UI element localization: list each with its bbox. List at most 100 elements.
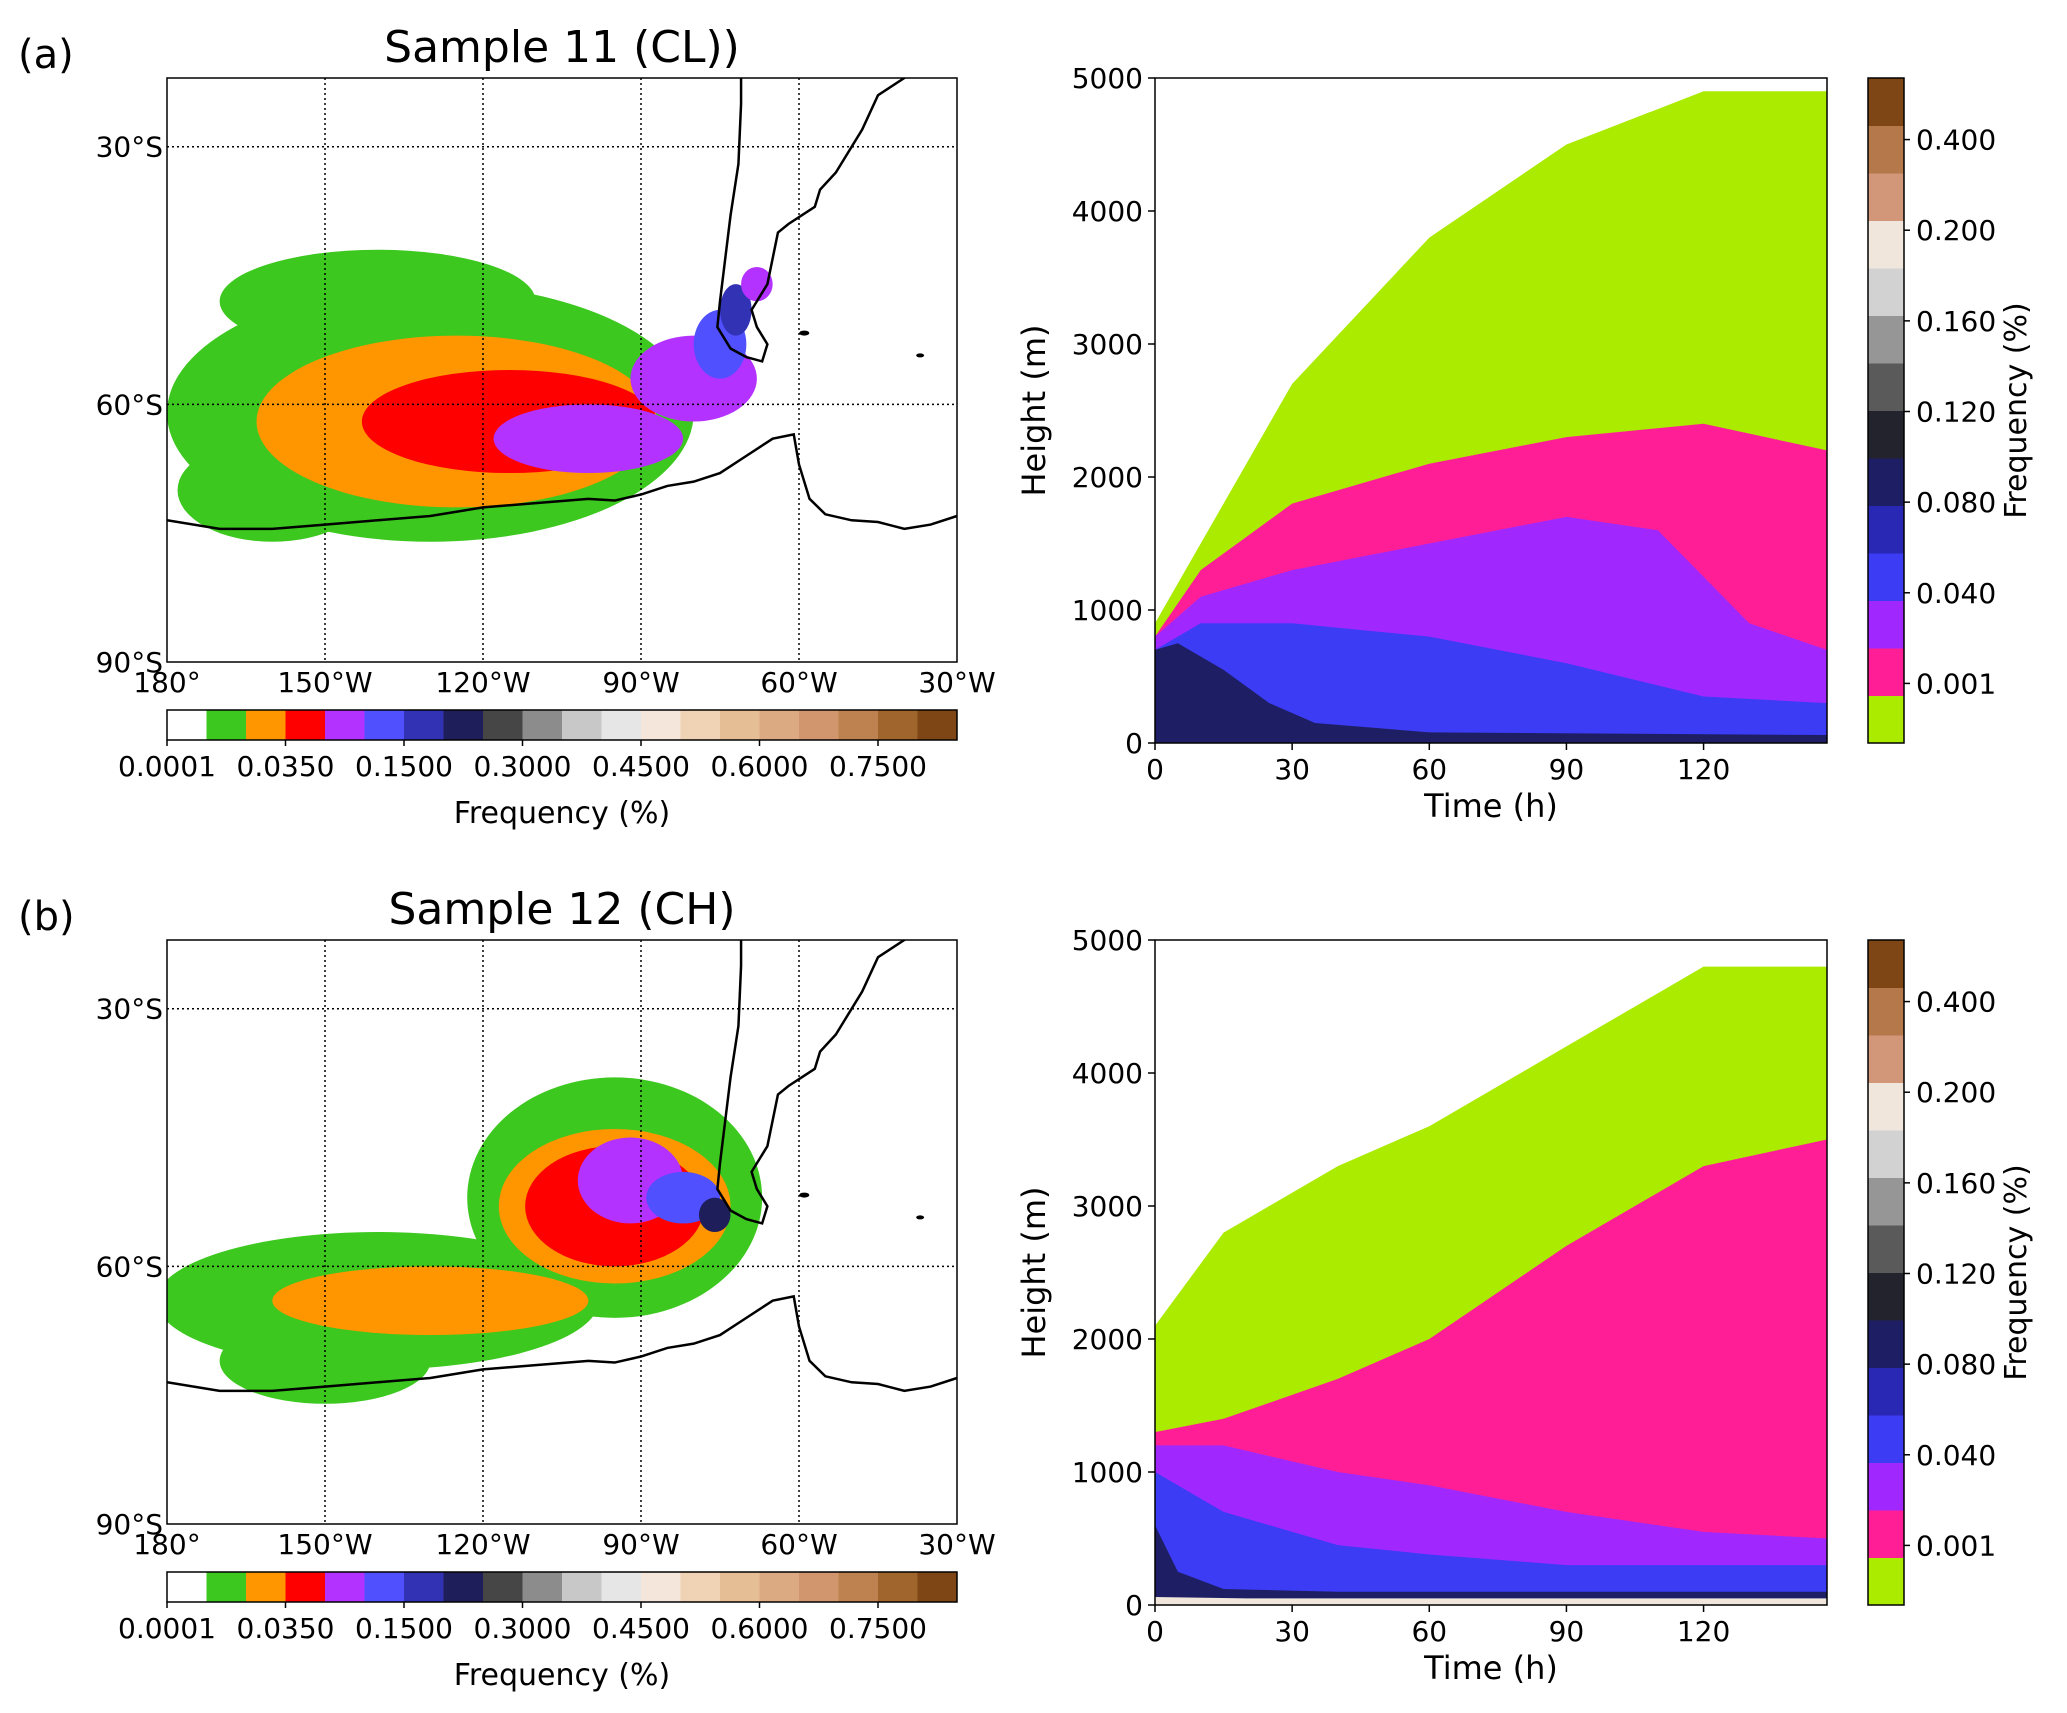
frequency-band <box>1155 1597 1827 1605</box>
map-x-tick-label: 150°W <box>277 666 372 699</box>
colorbar-swatch <box>641 710 681 740</box>
colorbar-frame <box>1867 77 1905 744</box>
map-x-tick-label: 180° <box>133 1528 200 1561</box>
colorbar-swatch <box>522 1572 563 1602</box>
x-tick-label: 120 <box>1677 1615 1730 1648</box>
height-colorbar-a: 0.400 0.200 0.160 0.120 0.080 0.040 0.001 Frequ… <box>1867 77 2034 744</box>
map-gridlines-b <box>167 940 957 1524</box>
y-tick-label: 3000 <box>1072 328 1143 361</box>
colorbar-swatch <box>285 710 326 740</box>
colorbar-swatch <box>917 1572 958 1602</box>
colorbar-swatch <box>680 710 721 740</box>
colorbar-tick-label: 0.3000 <box>474 750 572 783</box>
colorbar-swatch <box>878 710 918 740</box>
colorbar-swatch <box>838 710 879 740</box>
colorbar-swatch <box>1868 1557 1904 1606</box>
colorbar-tick-label: 0.6000 <box>711 1612 809 1645</box>
map-x-tick-label: 120°W <box>435 666 530 699</box>
frequency-band <box>1155 623 1827 743</box>
x-tick-label: 90 <box>1549 1615 1585 1648</box>
colorbar-swatch <box>1868 1177 1904 1226</box>
frequency-band <box>1155 1525 1827 1605</box>
panel-label-a: (a) <box>18 32 74 78</box>
colorbar-swatch <box>759 1572 800 1602</box>
colorbar-swatch <box>1868 1272 1904 1321</box>
map-x-tick-label: 90°W <box>602 666 679 699</box>
colorbar-swatch <box>1868 1367 1904 1416</box>
colorbar-swatch <box>1868 363 1904 411</box>
colorbar-tick-label: 0.001 <box>1916 667 1996 700</box>
colorbar-tick-label: 0.040 <box>1916 1439 1996 1472</box>
colorbar-swatch <box>838 1572 879 1602</box>
colorbar-swatch <box>1868 1510 1904 1558</box>
colorbar-tick-label: 0.200 <box>1916 214 1996 247</box>
map-y-tick-label: 90°S <box>96 1508 163 1541</box>
colorbar-swatch <box>246 1572 286 1602</box>
map-colorbar-a: 0.0001 0.0350 0.1500 0.3000 0.4500 0.6000 0.75… <box>118 709 958 783</box>
colorbar-tick-label: 0.0001 <box>118 1612 216 1645</box>
map-axis-labels-a: 180° 150°W 120°W 90°W 60°W 30°W 30°S 60°S 90°S <box>96 131 996 699</box>
height-time-panel-b: 0 30 60 90 120 0 1000 2000 3000 4000 5000 Time (h) H… <box>1015 924 1828 1687</box>
y-tick-label: 5000 <box>1072 62 1143 95</box>
south-georgia <box>916 1215 925 1220</box>
colorbar-tick-label: 0.1500 <box>355 750 453 783</box>
colorbar-swatch <box>404 710 444 740</box>
colorbar-swatch <box>601 1572 642 1602</box>
colorbar-tick-label: 0.400 <box>1916 986 1996 1019</box>
falkland-islands <box>799 330 810 336</box>
y-tick-label: 4000 <box>1072 1057 1143 1090</box>
south-america-coastline <box>716 940 906 1225</box>
map-x-tick-label: 90°W <box>602 1528 679 1561</box>
map-colorbar-label-a: Frequency (%) <box>454 796 670 831</box>
height-time-axes-a: 0 30 60 90 120 0 1000 2000 3000 4000 5000 Time (h) H… <box>1015 62 1730 825</box>
map-x-tick-label: 60°W <box>760 1528 837 1561</box>
coastline-b <box>167 940 957 1393</box>
colorbar-swatch <box>167 1572 207 1602</box>
colorbar-swatch <box>246 710 286 740</box>
colorbar-swatch <box>562 1572 602 1602</box>
map-y-tick-label: 60°S <box>96 388 163 421</box>
map-x-tick-label: 150°W <box>277 1528 372 1561</box>
colorbar-swatch <box>206 1572 247 1602</box>
map-y-tick-label: 30°S <box>96 131 163 164</box>
colorbar-swatch <box>917 710 958 740</box>
colorbar-label: Frequency (%) <box>1999 1164 2034 1380</box>
colorbar-tick-label: 0.160 <box>1916 305 1996 338</box>
falkland-islands <box>799 1192 810 1198</box>
colorbar-swatch <box>1868 1130 1904 1178</box>
map-panel-b: 180° 150°W 120°W 90°W 60°W 30°W 30°S 60°S 90°S <box>96 939 996 1561</box>
frequency-blob <box>720 284 752 336</box>
colorbar-swatch <box>1868 125 1904 174</box>
map-x-tick-label: 30°W <box>918 1528 995 1561</box>
map-frequency-field-b <box>167 1077 763 1404</box>
colorbar-swatch <box>325 1572 365 1602</box>
colorbar-swatch <box>720 710 760 740</box>
map-colorbar-label-b: Frequency (%) <box>454 1658 670 1693</box>
colorbar-swatch <box>325 710 365 740</box>
colorbar-frame <box>166 1571 958 1603</box>
south-america-coastline <box>716 78 906 363</box>
x-axis-label: Time (h) <box>1423 1649 1558 1687</box>
map-x-tick-label: 120°W <box>435 1528 530 1561</box>
colorbar-tick-label: 0.0350 <box>237 1612 335 1645</box>
x-tick-label: 0 <box>1146 753 1164 786</box>
y-tick-label: 0 <box>1125 1589 1143 1622</box>
map-y-tick-label: 90°S <box>96 646 163 679</box>
colorbar-swatch <box>1868 220 1904 269</box>
map-colorbar-b: 0.0001 0.0350 0.1500 0.3000 0.4500 0.6000 0.75… <box>118 1571 958 1645</box>
map-y-tick-label: 30°S <box>96 993 163 1026</box>
colorbar-swatch <box>364 1572 405 1602</box>
frequency-band <box>1155 643 1827 743</box>
colorbar-swatch <box>522 710 563 740</box>
colorbar-swatch <box>1868 987 1904 1036</box>
colorbar-swatch <box>285 1572 326 1602</box>
colorbar-swatch <box>1868 695 1904 744</box>
antarctic-coastline <box>167 432 957 531</box>
colorbar-swatch <box>364 710 405 740</box>
y-tick-label: 3000 <box>1072 1190 1143 1223</box>
map-axis-labels-b: 180° 150°W 120°W 90°W 60°W 30°W 30°S 60°S 90°S <box>96 993 996 1561</box>
x-tick-label: 60 <box>1411 1615 1447 1648</box>
colorbar-swatch <box>1868 268 1904 316</box>
y-tick-label: 1000 <box>1072 594 1143 627</box>
map-frequency-field-a <box>167 249 773 542</box>
